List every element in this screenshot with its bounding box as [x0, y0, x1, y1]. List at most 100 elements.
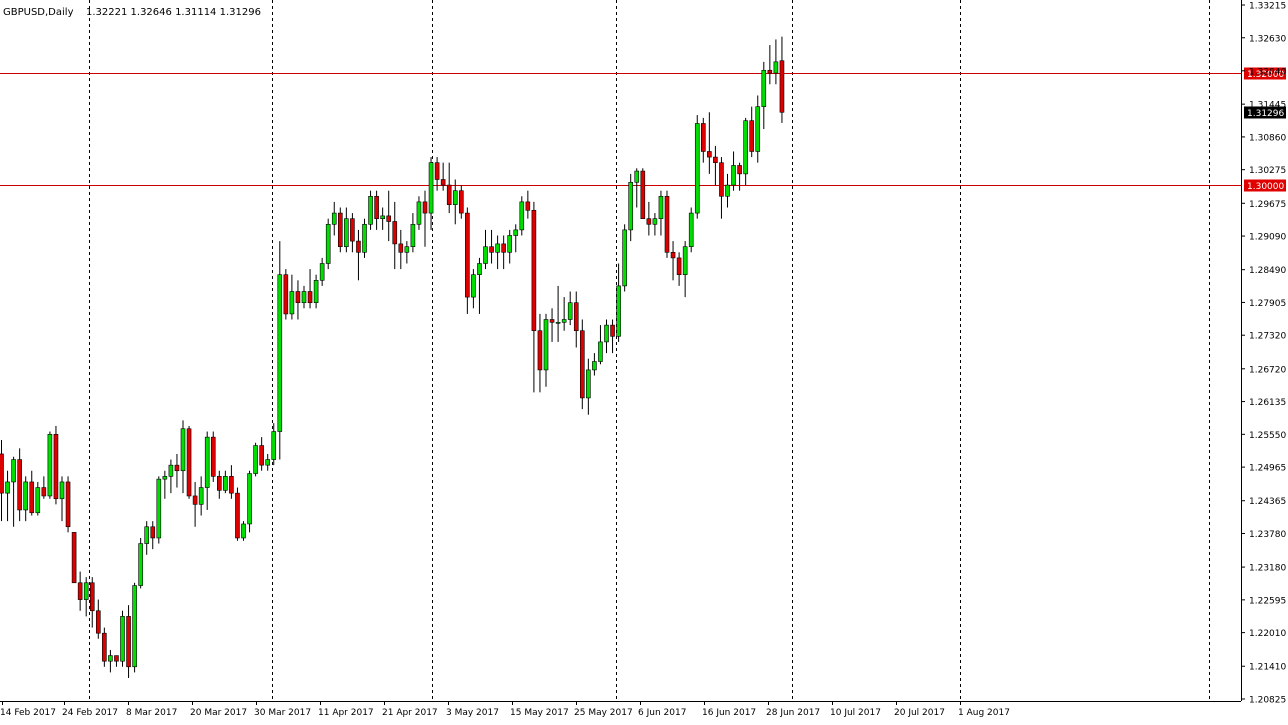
bull-candle [592, 353, 597, 376]
candle-body [477, 263, 482, 276]
candle-body [120, 616, 125, 662]
bull-candle [344, 207, 349, 253]
candle-body [156, 478, 162, 539]
candle-body [567, 302, 573, 320]
bear-candle [664, 190, 670, 258]
bear-candle [573, 291, 579, 348]
candle-body [96, 610, 101, 634]
bull-candle [313, 274, 319, 309]
candle-body [247, 473, 252, 525]
bull-candle [59, 476, 65, 522]
price-tick-label: 1.24965 [1249, 464, 1286, 474]
date-tick-label: 28 Jun 2017 [766, 708, 820, 718]
date-tick-label: 20 Mar 2017 [190, 708, 247, 718]
candle-body [210, 436, 216, 477]
candle-body [634, 170, 640, 183]
candle-body [337, 212, 343, 247]
candle-body [586, 369, 591, 399]
bear-candle [229, 465, 234, 499]
bear-candle [210, 431, 216, 482]
candle-body [743, 120, 748, 175]
candle-body [301, 291, 307, 304]
bear-candle [434, 157, 440, 191]
candle-body [47, 434, 53, 497]
bear-candle [295, 280, 301, 320]
candle-body [162, 476, 168, 480]
candle-body [628, 181, 634, 231]
bear-candle [89, 577, 95, 628]
bull-candle [301, 285, 307, 309]
bull-candle [180, 420, 186, 494]
price-tick-label: 1.33215 [1249, 2, 1286, 12]
bear-candle [610, 319, 615, 354]
bull-candle [223, 470, 228, 494]
candle-body [23, 481, 29, 511]
candle-body [652, 218, 658, 225]
bull-candle [682, 241, 688, 298]
bear-candle [96, 599, 101, 639]
date-tick-label: 11 Apr 2017 [318, 708, 374, 718]
date-tick-label: 25 May 2017 [574, 708, 633, 718]
candle-body [241, 523, 246, 539]
bear-candle [531, 201, 537, 393]
bear-candle [749, 106, 755, 158]
bear-candle [65, 476, 71, 533]
date-tick-label: 16 Jun 2017 [702, 708, 756, 718]
bear-candle [489, 229, 494, 264]
bear-candle [102, 627, 107, 667]
price-tick-label: 1.31445 [1249, 101, 1286, 111]
candle-body [168, 464, 174, 477]
candle-body [737, 165, 742, 175]
candle-body [53, 434, 59, 500]
date-tick-label: 10 Jul 2017 [830, 708, 881, 718]
bear-candle [579, 319, 585, 410]
candle-body [549, 319, 555, 323]
candle-body [694, 123, 700, 214]
candle-body [507, 235, 513, 253]
bull-candle [634, 168, 640, 208]
date-tick-label: 1 Aug 2017 [958, 708, 1010, 718]
candle-body [465, 212, 470, 298]
bear-candle [337, 207, 343, 253]
candle-body [102, 632, 107, 662]
bear-candle [707, 112, 712, 174]
candle-body [646, 218, 652, 225]
bull-candle [144, 521, 149, 555]
date-tick-label: 15 May 2017 [510, 708, 569, 718]
bear-candle [767, 45, 773, 85]
candle-body [525, 201, 531, 211]
price-tick-label: 1.32630 [1249, 34, 1286, 44]
bear-candle [700, 117, 706, 163]
bull-candle [198, 476, 204, 516]
price-tick-label: 1.23780 [1249, 530, 1286, 540]
candle-body [71, 532, 77, 584]
level-layer: 1.32000 1.30000 [0, 67, 1286, 192]
price-tick-label: 1.26135 [1249, 398, 1286, 408]
bull-candle [622, 224, 627, 292]
candle-body [670, 251, 676, 259]
candle-body [640, 170, 646, 219]
candle-body [204, 436, 210, 488]
bear-candle [440, 162, 446, 191]
price-tick-label: 1.27905 [1249, 299, 1286, 309]
bear-candle [150, 521, 156, 550]
bull-candle [47, 431, 53, 499]
candle-body [555, 322, 561, 324]
bull-candle [241, 521, 246, 541]
candle-body [283, 274, 289, 315]
candle-body [223, 476, 228, 491]
bear-candle [422, 190, 428, 247]
bull-candle [277, 241, 283, 460]
bull-candle [555, 285, 561, 342]
date-tick-label: 30 Mar 2017 [254, 708, 311, 718]
candle-body [11, 459, 16, 483]
bear-candle [126, 605, 131, 678]
candle-body [29, 481, 35, 514]
candle-body [616, 285, 621, 337]
bull-candle [416, 196, 422, 230]
bull-candle [604, 319, 609, 354]
candle-body [174, 464, 180, 472]
bull-candle [5, 470, 10, 522]
